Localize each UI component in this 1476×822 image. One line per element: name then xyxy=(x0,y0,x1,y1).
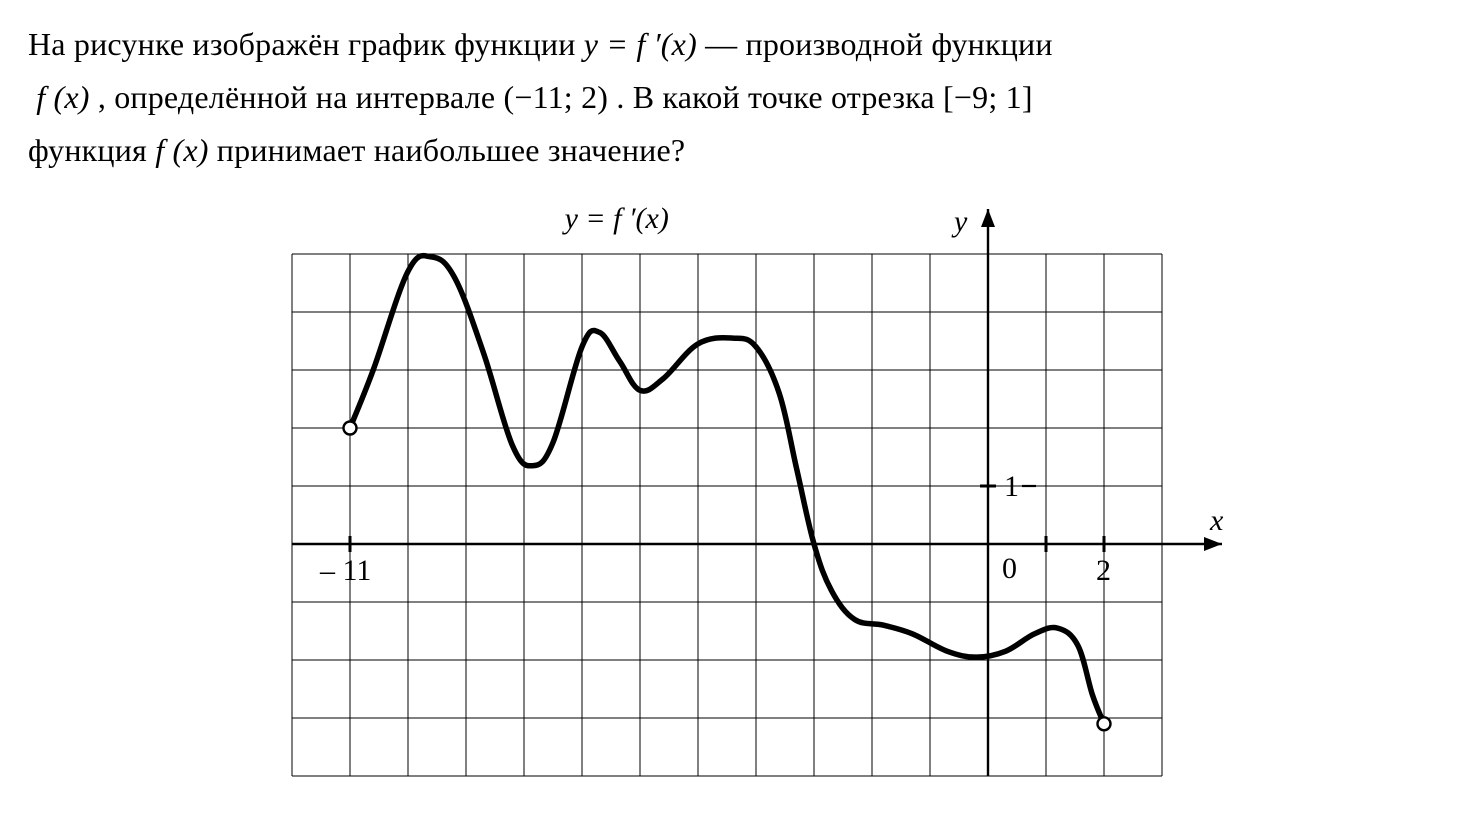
expr-y-eq-fprime: y = f ′(x) xyxy=(584,26,697,62)
text-seg: — производной функции xyxy=(705,26,1053,62)
svg-text:2: 2 xyxy=(1096,554,1111,587)
text-seg: . В какой точке отрезка xyxy=(616,79,943,115)
svg-text:0: 0 xyxy=(1002,552,1017,585)
svg-text:y: y xyxy=(951,205,968,238)
svg-text:y = f ′(x): y = f ′(x) xyxy=(562,202,669,235)
chart-container: y = f ′(x) y x 0 – 11 2 1 xyxy=(28,184,1448,804)
interval-closed: [−9; 1] xyxy=(943,79,1033,115)
text-seg: функция xyxy=(28,132,155,168)
text-seg: принимает наибольшее значение? xyxy=(217,132,685,168)
svg-text:– 11: – 11 xyxy=(319,554,371,587)
derivative-chart: y = f ′(x) y x 0 – 11 2 1 xyxy=(228,184,1248,804)
text-seg: , определённой на интервале xyxy=(98,79,504,115)
expr-f-x-2: f (x) xyxy=(155,132,208,168)
problem-statement: На рисунке изображён график функции y = … xyxy=(28,18,1448,176)
text-seg: На рисунке изображён график функции xyxy=(28,26,584,62)
page: На рисунке изображён график функции y = … xyxy=(0,0,1476,822)
expr-f-x: f (x) xyxy=(36,79,89,115)
interval-open: (−11; 2) xyxy=(503,79,608,115)
svg-text:x: x xyxy=(1209,504,1224,537)
svg-text:1: 1 xyxy=(1004,470,1019,503)
